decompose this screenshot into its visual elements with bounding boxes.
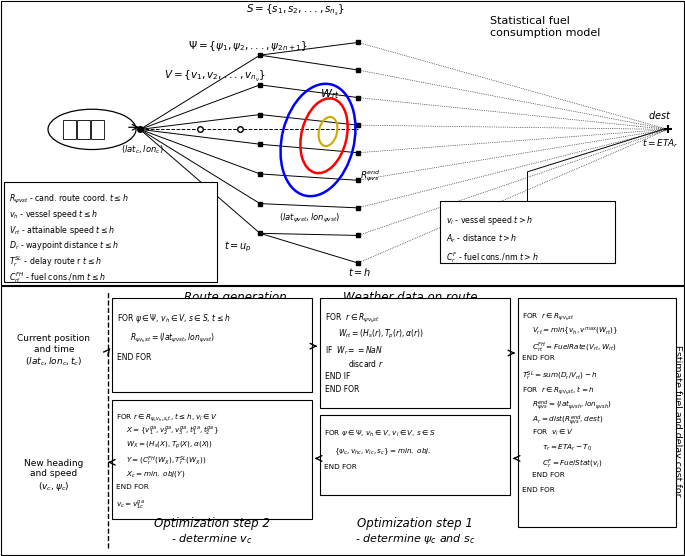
Text: $W_{rt}$: $W_{rt}$ xyxy=(321,87,340,101)
Text: $dest$: $dest$ xyxy=(648,109,672,121)
Text: $A_r = dist(R_{\psi vs}^{end}, dest)$: $A_r = dist(R_{\psi vs}^{end}, dest)$ xyxy=(532,414,603,428)
Text: FOR  $v_l \in V$: FOR $v_l \in V$ xyxy=(532,428,574,438)
Text: END FOR: END FOR xyxy=(522,486,555,493)
Text: $V_{rt} = min\{v_h, v^{max}(W_{rt})\}$: $V_{rt} = min\{v_h, v^{max}(W_{rt})\}$ xyxy=(532,326,619,337)
Text: $A_r$ - distance $t > h$: $A_r$ - distance $t > h$ xyxy=(446,232,517,245)
Text: $C_{rt}^{FH} = FuelRate(V_{rt}, W_{rt})$: $C_{rt}^{FH} = FuelRate(V_{rt}, W_{rt})$ xyxy=(532,340,616,354)
Text: FOR  $r \in R_{\psi v_h st}$: FOR $r \in R_{\psi v_h st}$ xyxy=(325,312,380,325)
Bar xyxy=(63,120,76,139)
Bar xyxy=(440,201,615,263)
Text: END FOR: END FOR xyxy=(324,464,357,470)
Text: $t = h$: $t = h$ xyxy=(349,266,372,278)
Text: Optimization step 2: Optimization step 2 xyxy=(154,517,270,530)
Text: Optimization step 1: Optimization step 1 xyxy=(357,517,473,530)
Text: $v_h$ - vessel speed $t \leq h$: $v_h$ - vessel speed $t \leq h$ xyxy=(9,208,98,221)
Text: FOR $\psi \in \Psi$, $v_h \in V$, $s \in S$, $t \leq h$: FOR $\psi \in \Psi$, $v_h \in V$, $s \in… xyxy=(117,312,230,325)
Text: discard $r$: discard $r$ xyxy=(348,358,384,369)
Text: END FOR: END FOR xyxy=(325,385,360,394)
Bar xyxy=(518,299,676,527)
Text: $\Psi = \{\psi_1, \psi_2, ..., \psi_{2n+1}\}$: $\Psi = \{\psi_1, \psi_2, ..., \psi_{2n+… xyxy=(188,39,308,53)
Text: END FOR: END FOR xyxy=(116,484,149,490)
Text: FOR $\psi \in \Psi$, $v_h \in V$, $v_l \in V$, $s \in S$: FOR $\psi \in \Psi$, $v_h \in V$, $v_l \… xyxy=(324,429,436,439)
Text: $T_r^{SL}$ - delay route r $t \leq h$: $T_r^{SL}$ - delay route r $t \leq h$ xyxy=(9,255,101,270)
Text: $D_r$ - waypoint distance $t \leq h$: $D_r$ - waypoint distance $t \leq h$ xyxy=(9,239,119,252)
Text: $C_{rt}^{FH}$ - fuel cons./nm $t \leq h$: $C_{rt}^{FH}$ - fuel cons./nm $t \leq h$ xyxy=(9,270,105,285)
Text: Weather data on route: Weather data on route xyxy=(342,291,477,304)
Bar xyxy=(77,120,90,139)
Text: END FOR: END FOR xyxy=(117,353,151,362)
Text: $C_r^F$ - fuel cons./nm $t > h$: $C_r^F$ - fuel cons./nm $t > h$ xyxy=(446,250,538,265)
Text: $Y = (C_r^{FH}(W_X), T_r^{SL}(W_X))$: $Y = (C_r^{FH}(W_X), T_r^{SL}(W_X))$ xyxy=(126,454,207,468)
Text: $v_c = v_{1c}^{ga}$: $v_c = v_{1c}^{ga}$ xyxy=(116,498,145,511)
Bar xyxy=(4,182,217,282)
Bar xyxy=(320,415,510,495)
Text: $V = \{v_1, v_2, ..., v_{n_v}\}$: $V = \{v_1, v_2, ..., v_{n_v}\}$ xyxy=(164,68,266,83)
Bar xyxy=(91,120,104,139)
Text: $C_r^F = FuelStat(v_l)$: $C_r^F = FuelStat(v_l)$ xyxy=(542,458,602,471)
Text: $W_X = (H_s(X), T_p(X), \alpha(X))$: $W_X = (H_s(X), T_p(X), \alpha(X))$ xyxy=(126,440,213,451)
Text: $t = u_p$: $t = u_p$ xyxy=(224,240,252,254)
Text: $(lat_c, lon_c)$: $(lat_c, lon_c)$ xyxy=(121,143,163,156)
Text: $R_{\psi v_h st} = (lat_{\psi vst}, lon_{\psi vst})$: $R_{\psi v_h st} = (lat_{\psi vst}, lon_… xyxy=(130,331,215,345)
Text: $\{\psi_c, v_{hc}, v_{lc}, s_c\} = min.\ obj.$: $\{\psi_c, v_{hc}, v_{lc}, s_c\} = min.\… xyxy=(334,446,432,457)
Ellipse shape xyxy=(48,109,136,150)
Text: $\tau_r = ETA_r - T_0$: $\tau_r = ETA_r - T_0$ xyxy=(542,443,592,453)
Text: $R_{\psi vs}^{end}$: $R_{\psi vs}^{end}$ xyxy=(360,168,381,183)
Bar xyxy=(112,299,312,392)
Text: $V_{rt}$ - attainable speed $t \leq h$: $V_{rt}$ - attainable speed $t \leq h$ xyxy=(9,224,115,237)
Text: Current position
and time
$(lat_c, lon_c, t_c)$: Current position and time $(lat_c, lon_c… xyxy=(18,334,90,368)
Text: END IF: END IF xyxy=(325,371,350,380)
Text: $(lat_{\psi vst}, lon_{\psi vst})$: $(lat_{\psi vst}, lon_{\psi vst})$ xyxy=(279,212,340,225)
Text: Statistical fuel
consumption model: Statistical fuel consumption model xyxy=(490,16,600,37)
Text: Estimate fuel and delay cost for
candidate routes: Estimate fuel and delay cost for candida… xyxy=(662,345,682,496)
Text: $T_r^{SL} = sum(D_r/V_{rt}) - h$: $T_r^{SL} = sum(D_r/V_{rt}) - h$ xyxy=(522,370,598,383)
Text: $S = \{s_1, s_2, ..., s_{n_s}\}$: $S = \{s_1, s_2, ..., s_{n_s}\}$ xyxy=(245,3,345,18)
Text: Route generation: Route generation xyxy=(184,291,286,304)
Text: FOR  $r \in R_{\psi v_h st}$, $t = h$: FOR $r \in R_{\psi v_h st}$, $t = h$ xyxy=(522,384,595,396)
Text: FOR  $r \in R_{\psi v_h st}$: FOR $r \in R_{\psi v_h st}$ xyxy=(522,312,574,324)
Text: END FOR: END FOR xyxy=(532,472,564,478)
Text: FOR $r \in R_{\psi_c v_{hc} s_c t}$, $t \leq h$, $v_l \in V$: FOR $r \in R_{\psi_c v_{hc} s_c t}$, $t … xyxy=(116,411,218,424)
Text: $R_{\psi vst}$ - cand. route coord. $t \leq h$: $R_{\psi vst}$ - cand. route coord. $t \… xyxy=(9,193,129,206)
Text: $R_{\psi vs}^{end} = (lat_{\psi vsh}, lon_{\psi vsh})$: $R_{\psi vs}^{end} = (lat_{\psi vsh}, lo… xyxy=(532,399,612,414)
Text: $v_l$ - vessel speed $t > h$: $v_l$ - vessel speed $t > h$ xyxy=(446,214,533,227)
Text: New heading
and speed
$(v_c, \psi_c)$: New heading and speed $(v_c, \psi_c)$ xyxy=(24,459,84,493)
Text: $X_c = min.\ obj(Y)$: $X_c = min.\ obj(Y)$ xyxy=(126,469,186,479)
Text: IF  $W_r == NaN$: IF $W_r == NaN$ xyxy=(325,344,383,357)
Text: $X = \{v_1^{ga}, v_2^{ga}, v_3^{ga}, t_1^{ga}, t_2^{ga}\}$: $X = \{v_1^{ga}, v_2^{ga}, v_3^{ga}, t_1… xyxy=(126,425,219,438)
Bar xyxy=(112,400,312,519)
Text: END FOR: END FOR xyxy=(522,355,555,361)
Text: $W_{rt} = (H_s(r), T_p(r), \alpha(r))$: $W_{rt} = (H_s(r), T_p(r), \alpha(r))$ xyxy=(338,327,424,341)
Text: - determine $\psi_c$ and $s_c$: - determine $\psi_c$ and $s_c$ xyxy=(355,532,475,547)
Bar xyxy=(320,299,510,408)
Text: - determine $v_c$: - determine $v_c$ xyxy=(171,532,253,546)
Text: $t = ETA_r$: $t = ETA_r$ xyxy=(642,137,678,150)
